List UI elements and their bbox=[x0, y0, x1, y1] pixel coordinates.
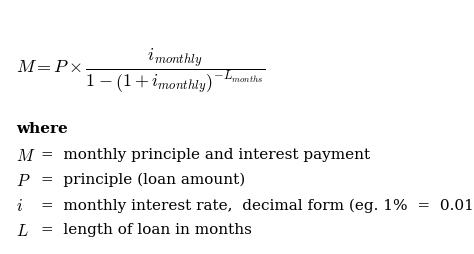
Text: $i$: $i$ bbox=[16, 197, 23, 214]
Text: $L$: $L$ bbox=[16, 223, 28, 240]
Text: =  monthly principle and interest payment: = monthly principle and interest payment bbox=[36, 147, 370, 161]
Text: =  length of loan in months: = length of loan in months bbox=[36, 223, 251, 236]
Text: =  principle (loan amount): = principle (loan amount) bbox=[36, 172, 245, 186]
Text: where: where bbox=[16, 122, 67, 136]
Text: $M$: $M$ bbox=[16, 147, 35, 164]
Text: $M = P \times \dfrac{i_{monthly}}{1-\left(1+i_{monthly}\right)^{-L_{months}}}$: $M = P \times \dfrac{i_{monthly}}{1-\lef… bbox=[16, 46, 265, 96]
Text: =  monthly interest rate,  decimal form (eg. 1%  =  0.01): = monthly interest rate, decimal form (e… bbox=[36, 197, 474, 212]
Text: $P$: $P$ bbox=[16, 172, 30, 189]
